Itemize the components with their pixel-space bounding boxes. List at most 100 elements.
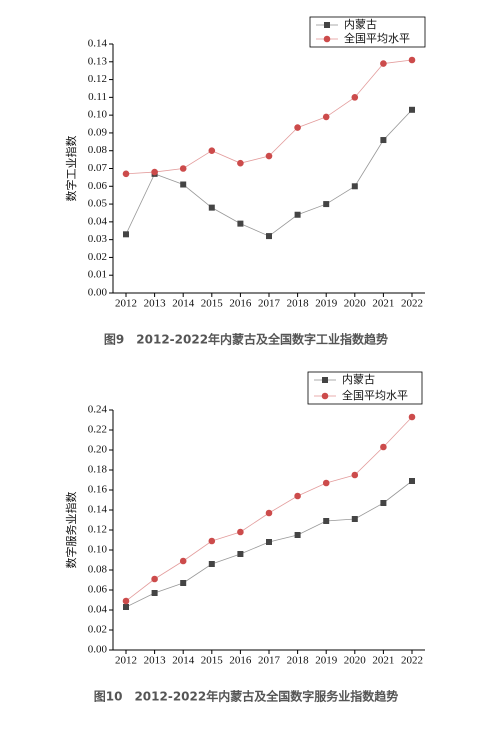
y-tick-label: 0.12 (88, 524, 107, 536)
x-tick-label: 2018 (287, 655, 310, 667)
marker (409, 478, 415, 484)
y-tick-label: 0.13 (88, 55, 108, 67)
x-tick-label: 2017 (258, 298, 281, 310)
caption: 图10 2012-2022年内蒙古及全国数字服务业指数趋势 (94, 689, 398, 704)
x-tick-label: 2017 (258, 655, 281, 667)
x-tick-label: 2016 (229, 298, 252, 310)
marker (265, 509, 273, 517)
y-tick-label: 0.20 (88, 444, 108, 456)
marker (408, 56, 416, 64)
marker (294, 492, 301, 500)
y-tick-label: 0.16 (88, 484, 108, 496)
marker (409, 106, 415, 113)
marker (123, 231, 129, 238)
marker (266, 539, 272, 545)
legend-label: 内蒙古 (342, 372, 375, 386)
marker (380, 60, 387, 67)
marker (294, 124, 301, 131)
x-tick-label: 2022 (401, 655, 423, 667)
y-axis-label: 数字工业指数 (64, 136, 78, 202)
marker (122, 597, 130, 605)
y-tick-label: 0.10 (88, 109, 108, 121)
legend-label: 全国平均水平 (342, 388, 408, 402)
x-tick-label: 2019 (315, 655, 338, 667)
y-tick-label: 0.04 (88, 604, 108, 616)
y-tick-label: 0.14 (88, 38, 108, 50)
marker (294, 211, 301, 218)
y-tick-label: 0.14 (88, 504, 108, 516)
marker (122, 170, 130, 178)
marker (179, 165, 187, 172)
marker (380, 500, 387, 506)
marker (351, 183, 358, 190)
y-tick-label: 0.12 (88, 73, 107, 85)
marker (322, 113, 330, 121)
y-tick-label: 0.03 (88, 233, 108, 245)
marker (408, 413, 416, 421)
marker (351, 471, 359, 479)
x-tick-label: 2016 (229, 655, 252, 667)
y-axis-label: 数字服务业指数 (64, 492, 78, 569)
y-tick-label: 0.05 (88, 198, 108, 210)
marker (151, 575, 158, 583)
y-tick-label: 0.18 (88, 464, 108, 476)
marker (266, 233, 272, 240)
marker (351, 94, 359, 101)
legend-label: 全国平均水平 (344, 31, 410, 45)
x-tick-label: 2020 (344, 655, 367, 667)
y-tick-label: 0.00 (88, 644, 108, 656)
x-tick-label: 2018 (287, 298, 310, 310)
y-tick-label: 0.02 (88, 624, 107, 636)
y-tick-label: 0.06 (88, 584, 108, 596)
marker (322, 479, 330, 487)
y-tick-label: 0.02 (88, 251, 107, 263)
x-tick-label: 2015 (201, 655, 224, 667)
y-tick-label: 0.24 (88, 404, 108, 416)
marker (208, 537, 216, 545)
marker (179, 557, 187, 565)
y-tick-label: 0.00 (88, 287, 108, 299)
series-line (125, 416, 413, 602)
series-line (125, 109, 413, 237)
marker (380, 443, 387, 451)
marker (380, 137, 387, 144)
x-tick-label: 2013 (144, 655, 167, 667)
marker (123, 604, 129, 610)
marker (208, 147, 216, 155)
x-tick-label: 2014 (172, 298, 195, 310)
x-tick-label: 2014 (172, 655, 195, 667)
x-tick-label: 2021 (372, 655, 394, 667)
legend-marker (321, 392, 329, 400)
marker (323, 518, 330, 524)
marker (237, 159, 244, 167)
marker (180, 580, 187, 586)
y-tick-label: 0.08 (88, 144, 108, 156)
marker (323, 201, 330, 208)
marker (237, 220, 244, 227)
x-tick-label: 2019 (315, 298, 338, 310)
marker (237, 551, 244, 557)
legend-marker (322, 377, 328, 383)
marker (351, 516, 358, 522)
y-tick-label: 0.07 (88, 162, 108, 174)
y-tick-label: 0.22 (88, 424, 107, 436)
x-tick-label: 2022 (401, 298, 423, 310)
marker (208, 204, 215, 211)
y-tick-label: 0.08 (88, 564, 108, 576)
marker (294, 532, 301, 538)
legend-label: 内蒙古 (344, 17, 377, 31)
marker (180, 181, 187, 188)
y-tick-label: 0.04 (88, 215, 108, 227)
marker (237, 528, 244, 536)
legend-marker (323, 35, 331, 43)
marker (151, 168, 158, 176)
x-tick-label: 2021 (372, 298, 394, 310)
y-tick-label: 0.10 (88, 544, 108, 556)
x-tick-label: 2012 (115, 655, 137, 667)
x-tick-label: 2012 (115, 298, 137, 310)
y-tick-label: 0.09 (88, 126, 108, 138)
marker (265, 152, 273, 160)
caption: 图9 2012-2022年内蒙古及全国数字工业指数趋势 (104, 332, 388, 347)
x-tick-label: 2015 (201, 298, 224, 310)
